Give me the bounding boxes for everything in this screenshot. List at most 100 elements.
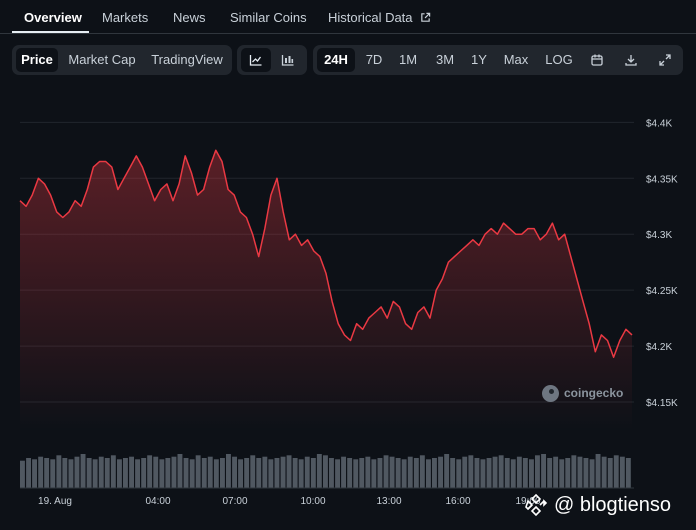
volume-bar <box>153 456 159 488</box>
volume-bar <box>595 454 601 488</box>
volume-bar <box>432 458 437 488</box>
tab-markets[interactable]: Markets <box>102 10 149 25</box>
volume-bar <box>74 456 80 488</box>
tab-overview[interactable]: Overview <box>24 10 82 25</box>
volume-bar <box>347 458 353 488</box>
time-range-toggle: 24H 7D 1M 3M 1Y Max LOG <box>313 45 683 75</box>
volume-bar <box>123 458 128 488</box>
volume-bar <box>486 458 492 488</box>
volume-bar <box>220 458 225 488</box>
volume-bar <box>310 458 316 488</box>
tab-similar-coins[interactable]: Similar Coins <box>230 10 307 25</box>
x-axis-labels: 19. Aug 04:00 07:00 10:00 13:00 16:00 19:00 <box>38 496 541 507</box>
fullscreen-icon <box>659 54 671 66</box>
y-tick-label: $4.2K <box>646 342 672 353</box>
volume-bar <box>323 455 328 488</box>
volume-bar <box>559 459 565 488</box>
volume-bar <box>147 455 153 488</box>
volume-bar <box>256 458 262 488</box>
y-tick-label: $4.15K <box>646 398 678 409</box>
volume-bar <box>86 458 92 488</box>
volume-bar <box>619 456 625 488</box>
download-button[interactable] <box>617 48 645 72</box>
volume-bar <box>450 458 456 488</box>
volume-bar <box>32 459 37 488</box>
calendar-button[interactable] <box>583 48 611 72</box>
volume-bar <box>129 456 134 488</box>
volume-bar <box>98 456 104 488</box>
volume-bar <box>304 456 310 488</box>
volume-bar <box>577 456 583 488</box>
volume-bar <box>268 459 274 488</box>
volume-bar <box>286 455 292 488</box>
volume-bar <box>474 458 480 488</box>
tradingview-button[interactable]: TradingView <box>151 52 223 67</box>
x-tick-label: 13:00 <box>376 496 401 507</box>
tab-news[interactable]: News <box>173 10 206 25</box>
volume-bar <box>250 455 256 488</box>
y-tick-label: $4.3K <box>646 230 672 241</box>
volume-bar <box>213 459 219 488</box>
price-line[interactable] <box>19 149 633 359</box>
range-1m-button[interactable]: 1M <box>398 52 418 67</box>
range-max-button[interactable]: Max <box>503 52 529 67</box>
volume-bar <box>522 458 528 488</box>
volume-bar <box>395 458 401 488</box>
price-button[interactable]: Price <box>16 48 58 72</box>
y-tick-label: $4.4K <box>646 118 672 129</box>
market-cap-button[interactable]: Market Cap <box>68 52 136 67</box>
line-chart-button[interactable] <box>241 48 271 72</box>
download-icon <box>625 55 637 66</box>
volume-bar <box>110 455 116 488</box>
volume-bar <box>341 456 346 488</box>
volume-bar <box>583 458 589 488</box>
volume-bar <box>498 455 504 488</box>
volume-bar <box>104 458 110 488</box>
volume-bar <box>571 455 577 488</box>
volume-bar <box>262 456 268 488</box>
volume-bar <box>201 458 207 488</box>
volume-bar <box>504 458 510 488</box>
volume-bar <box>171 456 177 488</box>
y-tick-label: $4.25K <box>646 286 678 297</box>
fullscreen-button[interactable] <box>651 48 679 72</box>
volume-bar <box>232 456 237 488</box>
volume-bar <box>547 458 553 488</box>
chart-style-toggle <box>237 45 307 75</box>
x-tick-label: 16:00 <box>445 496 470 507</box>
volume-bar <box>601 456 607 488</box>
tab-historical-data-label: Historical Data <box>328 10 413 25</box>
range-3m-button[interactable]: 3M <box>435 52 455 67</box>
volume-bar <box>50 459 56 488</box>
volume-bar <box>159 459 165 488</box>
volume-bar <box>401 459 407 488</box>
range-24h-button[interactable]: 24H <box>317 48 355 72</box>
volume-bar <box>377 458 383 488</box>
volume-bar <box>625 458 631 488</box>
volume-bar <box>462 456 468 488</box>
range-7d-button[interactable]: 7D <box>365 52 383 67</box>
volume-bar <box>135 459 140 488</box>
volume-bars <box>20 454 631 488</box>
volume-bar <box>383 455 389 488</box>
volume-bar <box>419 455 425 488</box>
volume-bar <box>438 456 443 488</box>
tab-historical-data[interactable]: Historical Data <box>328 10 431 25</box>
chart-type-toggle: Price Market Cap TradingView <box>12 45 232 75</box>
y-axis-labels: $4.15K $4.2K $4.25K $4.3K $4.35K $4.4K <box>646 118 678 409</box>
log-scale-button[interactable]: LOG <box>545 52 573 67</box>
y-tick-label: $4.35K <box>646 174 678 185</box>
volume-bar <box>589 459 595 488</box>
range-1y-button[interactable]: 1Y <box>471 52 487 67</box>
volume-bar <box>177 454 183 488</box>
volume-bar <box>44 458 50 488</box>
x-tick-label: 04:00 <box>145 496 170 507</box>
volume-bar <box>541 454 546 488</box>
volume-bar <box>371 459 377 488</box>
volume-bar <box>335 459 340 488</box>
candlestick-chart-button[interactable] <box>273 48 303 72</box>
volume-bar <box>413 458 419 488</box>
volume-bar <box>316 454 322 488</box>
candlestick-chart-icon <box>281 55 294 66</box>
